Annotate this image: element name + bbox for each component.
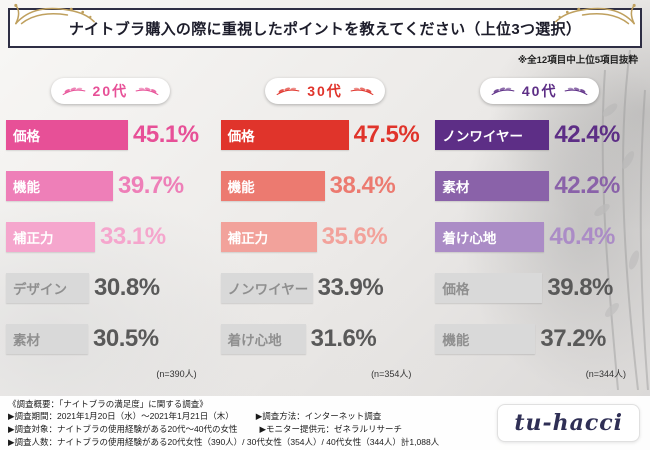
- bar-value: 37.2%: [540, 325, 606, 352]
- bar-label: 着け心地: [442, 231, 497, 246]
- survey-monitor: ▶モニター提供元：ゼネラルリサーチ: [259, 424, 402, 434]
- age-group-badge: 40代: [479, 78, 600, 104]
- bar-value: 39.8%: [547, 274, 613, 301]
- footer: 《調査概要：「ナイトブラの満足度」に関する調査》 ▶調査期間：2021年1月20…: [0, 396, 650, 450]
- leaf-ornament-icon: [62, 87, 85, 96]
- bar-label: 補正力: [227, 231, 269, 246]
- bar-row: ノンワイヤー 42.4%: [435, 120, 644, 150]
- bar-value: 45.1%: [133, 121, 199, 148]
- survey-notes: 《調査概要：「ナイトブラの満足度」に関する調査》 ▶調査期間：2021年1月20…: [8, 398, 487, 449]
- bar-row: 価格 39.8%: [435, 273, 644, 303]
- bar: 価格: [220, 120, 349, 150]
- bar-row: 価格 47.5%: [220, 120, 430, 150]
- bar-row: 機能 38.4%: [220, 171, 430, 201]
- sample-size: (n=354人): [371, 369, 412, 379]
- header: ナイトブラ購入の際に重視したポイントを教えてください（上位3つ選択）: [8, 8, 642, 48]
- bar-label: ノンワイヤー: [227, 282, 309, 297]
- survey-period: ▶調査期間：2021年1月20日（水）〜2021年1月21日（木）: [8, 411, 234, 422]
- bar-label: 着け心地: [227, 333, 282, 348]
- age-group-badge: 20代: [50, 78, 171, 104]
- bar-label: デザイン: [13, 282, 67, 297]
- brand-logo-card: tu-hacci: [497, 404, 640, 442]
- bar-value: 30.5%: [93, 325, 159, 352]
- bar-value: 35.6%: [321, 223, 388, 250]
- gold-flourish-icon: [555, 3, 636, 25]
- bar-value: 40.4%: [549, 223, 615, 250]
- survey-target: ▶調査対象：ナイトブラの使用経験がある20代〜40代の女性: [8, 424, 238, 434]
- bar: 価格: [6, 120, 128, 150]
- bar: 価格: [435, 273, 543, 303]
- leaf-ornament-icon: [491, 87, 515, 96]
- bar-value: 31.6%: [310, 325, 377, 352]
- age-group-label: 40代: [521, 83, 558, 99]
- page-title: ナイトブラ購入の際に重視したポイントを教えてください（上位3つ選択）: [68, 20, 582, 38]
- bar-row: 補正力 35.6%: [220, 222, 430, 252]
- bar-value: 30.8%: [94, 274, 160, 301]
- bar-label: 機能: [227, 180, 255, 195]
- bar-label: 素材: [442, 180, 470, 195]
- bar-row: 素材 30.5%: [6, 324, 215, 354]
- column-20s: 20代 価格 45.1% 機能 39.7% 補正力 33.1% デザイン 30.…: [6, 72, 215, 380]
- bar: 素材: [435, 171, 550, 201]
- gold-flourish-icon: [14, 3, 95, 25]
- bar-label: 価格: [442, 282, 470, 297]
- bar: 着け心地: [435, 222, 545, 252]
- bar-value: 39.7%: [118, 172, 184, 199]
- bar-row: 素材 42.2%: [435, 171, 644, 201]
- note-excerpt: ※全12項目中上位5項目抜粋: [517, 55, 638, 66]
- bar: 機能: [220, 171, 325, 201]
- leaf-ornament-icon: [276, 87, 300, 96]
- leaf-ornament-icon: [565, 87, 588, 96]
- bar-label: 補正力: [13, 231, 54, 246]
- bar-value: 33.9%: [317, 274, 384, 301]
- bar-label: ノンワイヤー: [442, 129, 523, 144]
- bar-row: 着け心地 31.6%: [220, 324, 430, 354]
- bar-value: 42.4%: [554, 121, 620, 148]
- bar: デザイン: [6, 273, 89, 303]
- bar-label: 価格: [13, 129, 40, 144]
- bar-row: 価格 45.1%: [6, 120, 215, 150]
- bar: ノンワイヤー: [435, 120, 550, 150]
- bar-row: デザイン 30.8%: [6, 273, 215, 303]
- bar-row: 補正力 33.1%: [6, 222, 215, 252]
- column-40s: 40代 ノンワイヤー 42.4% 素材 42.2% 着け心地 40.4% 価格 …: [435, 72, 644, 380]
- bar-row: 機能 37.2%: [435, 324, 644, 354]
- bar-row: 着け心地 40.4%: [435, 222, 644, 252]
- sample-size: (n=390人): [156, 369, 197, 379]
- bar: 補正力: [6, 222, 95, 252]
- survey-method: ▶調査方法：インターネット調査: [255, 411, 382, 422]
- survey-count: ▶調査人数：ナイトブラの使用経験がある20代女性（390人）/ 30代女性（35…: [8, 436, 440, 447]
- bar-row: ノンワイヤー 33.9%: [220, 273, 430, 303]
- age-group-label: 20代: [92, 83, 129, 99]
- bar-value: 38.4%: [329, 172, 396, 199]
- age-group-label: 30代: [307, 83, 343, 99]
- bar: 素材: [6, 324, 88, 354]
- bar-label: 機能: [13, 180, 40, 195]
- sample-size: (n=344人): [585, 369, 627, 379]
- leaf-ornament-icon: [350, 87, 374, 96]
- bar-value: 33.1%: [100, 223, 166, 250]
- bar: ノンワイヤー: [220, 273, 313, 303]
- bar: 機能: [6, 171, 113, 201]
- bar: 着け心地: [220, 324, 306, 354]
- survey-overview: 《調査概要：「ナイトブラの満足度」に関する調査》: [8, 398, 208, 409]
- bar-label: 素材: [13, 333, 40, 348]
- leaf-ornament-icon: [135, 87, 159, 96]
- bar-label: 機能: [442, 333, 470, 348]
- brand-logo: tu-hacci: [514, 410, 623, 436]
- bar-label: 価格: [227, 129, 255, 144]
- column-30s: 30代 価格 47.5% 機能 38.4% 補正力 35.6% ノンワイヤー 3…: [220, 72, 430, 380]
- bar-value: 42.2%: [554, 172, 620, 199]
- bar: 機能: [435, 324, 536, 354]
- bar-row: 機能 39.7%: [6, 171, 215, 201]
- bar-value: 47.5%: [353, 121, 420, 148]
- bar: 補正力: [220, 222, 317, 252]
- chart-columns: 20代 価格 45.1% 機能 39.7% 補正力 33.1% デザイン 30.…: [6, 72, 644, 380]
- age-group-badge: 30代: [265, 78, 385, 104]
